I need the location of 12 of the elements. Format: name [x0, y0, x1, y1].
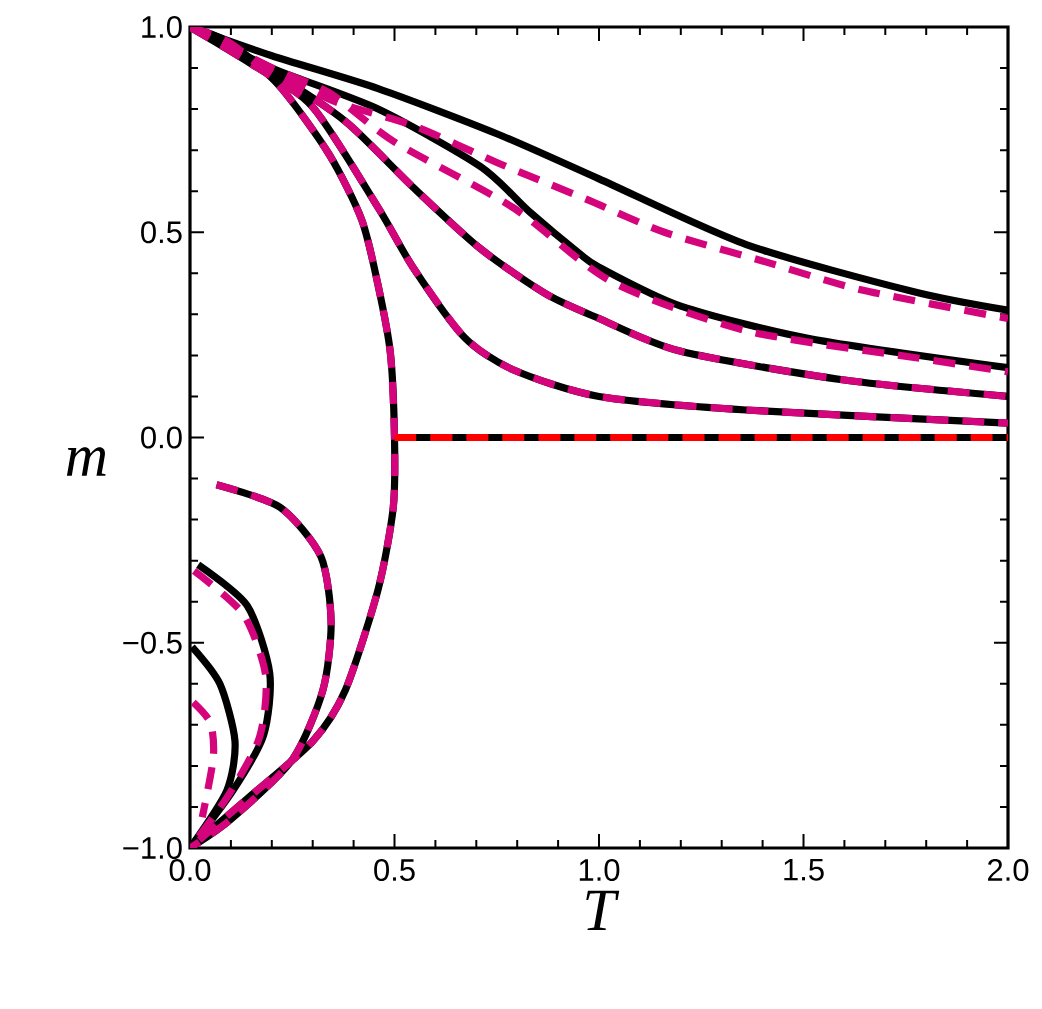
y-tick-label: 1.0 [142, 16, 182, 38]
x-tick-label: 0.5 [374, 859, 415, 881]
y-tick-label: 0.0 [141, 426, 182, 449]
y-tick-label: −0.5 [123, 631, 182, 654]
y-tick-label: −1.0 [123, 837, 182, 859]
x-tick-label: 1.0 [579, 859, 620, 881]
x-tick-label: 0.0 [169, 859, 211, 881]
x-tick-label: 2.0 [988, 859, 1029, 881]
y-axis-title: m [66, 447, 106, 476]
y-tick-label: 0.5 [141, 221, 182, 244]
x-tick-label: 1.5 [784, 859, 824, 881]
x-axis-title: T [586, 890, 620, 930]
